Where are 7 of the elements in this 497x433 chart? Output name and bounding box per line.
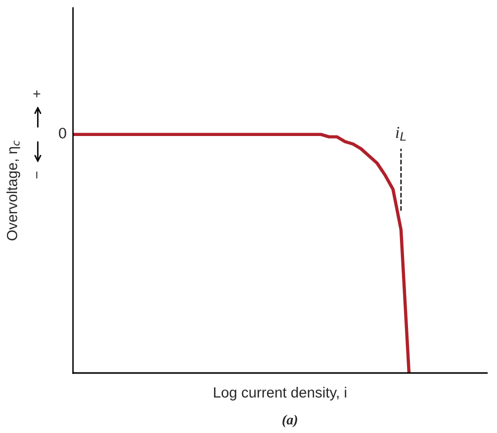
text: 0 (58, 128, 66, 139)
annotation: i$_{L}$ (396, 126, 406, 141)
y-axis-title: Overvoltage, η$_{c}$ (6, 140, 20, 240)
text: + (33, 90, 40, 98)
text: (a) (282, 414, 298, 428)
x-axis-title: Log current density, i (214, 386, 346, 400)
text: − (36, 172, 38, 178)
